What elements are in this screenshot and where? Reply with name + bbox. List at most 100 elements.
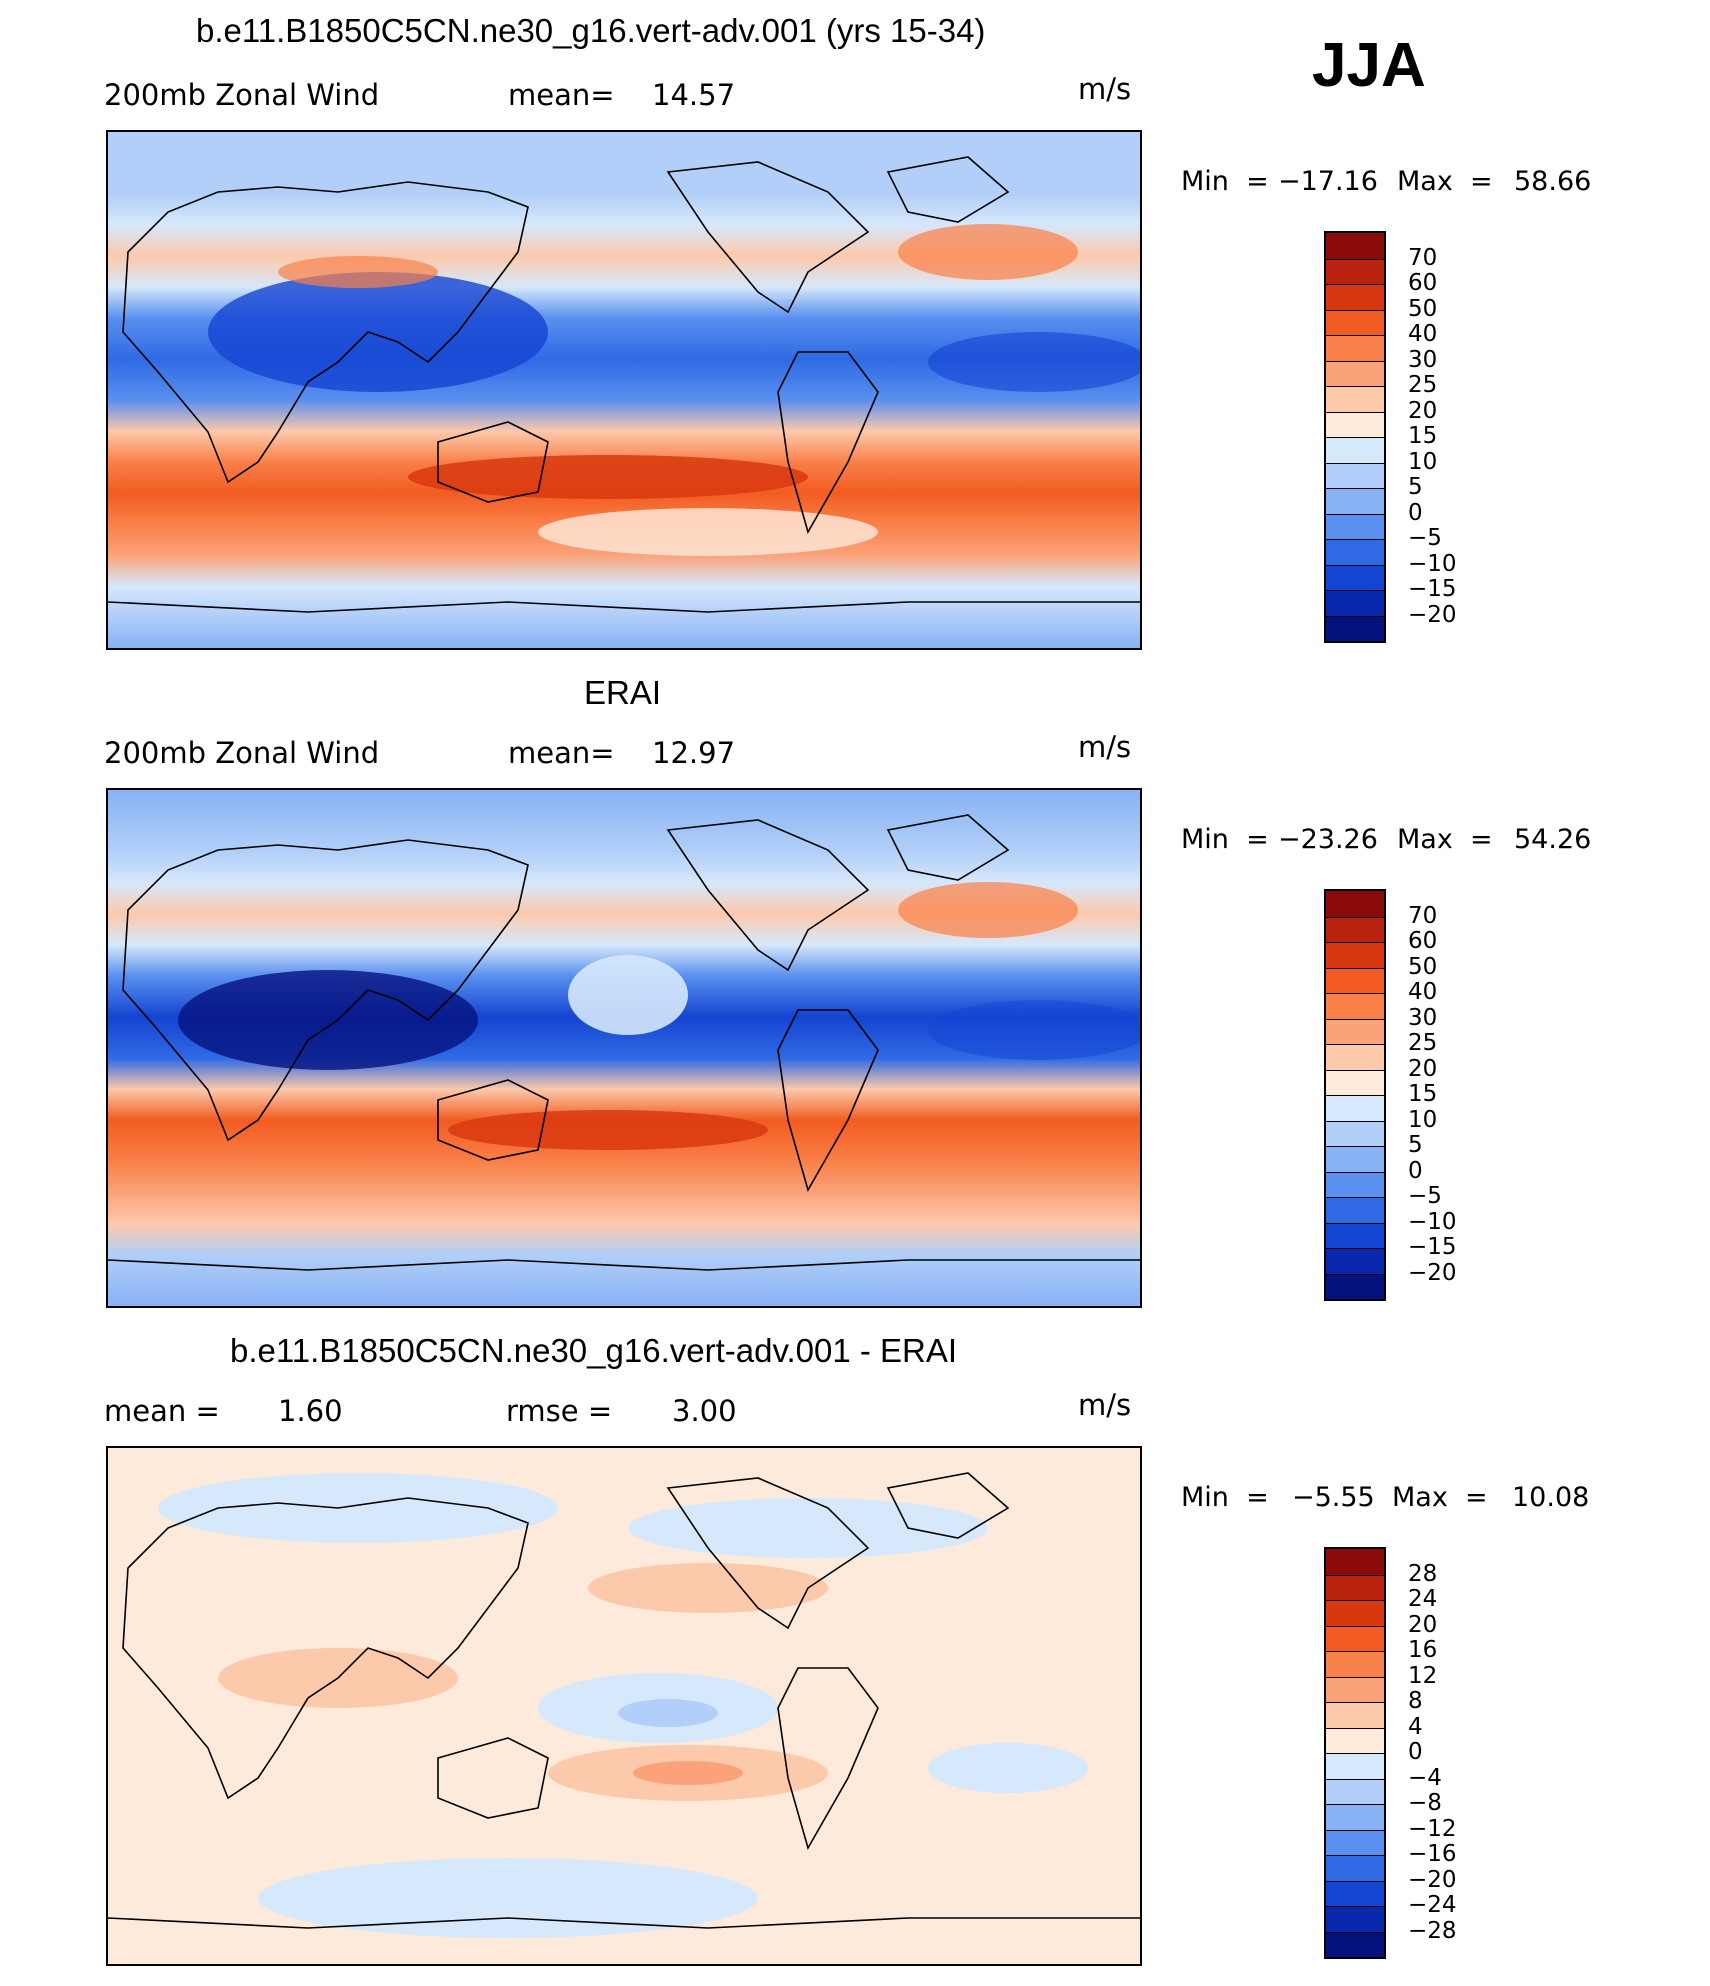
colorbar-tick-label: 30 [1408, 1004, 1438, 1031]
colorbar-segment [1326, 1880, 1384, 1906]
colorbar-tick-label: 5 [1408, 474, 1423, 500]
season-label: JJA [1312, 31, 1426, 100]
colorbar-segment [1326, 1906, 1384, 1932]
colorbar-segment [1326, 1855, 1384, 1881]
colorbar-segment [1326, 258, 1384, 284]
colorbar-segment [1326, 309, 1384, 335]
panel3-min-label: Min = [1181, 1482, 1269, 1513]
colorbar-tick-label: −4 [1408, 1764, 1442, 1791]
colorbar-tick-label: 60 [1408, 928, 1438, 954]
panel1-units: m/s [1078, 72, 1132, 106]
colorbar-tick-label: −28 [1408, 1917, 1457, 1944]
colorbar-segment [1326, 1651, 1384, 1677]
panel1-min-label: Min = [1181, 166, 1269, 197]
panel1-max-value: 58.66 [1514, 166, 1592, 197]
colorbar-tick-label: −20 [1408, 1259, 1457, 1286]
colorbar-tick-label: −10 [1408, 550, 1457, 577]
colorbar-tick-label: 25 [1408, 372, 1438, 398]
colorbar-tick-label: 30 [1408, 346, 1438, 373]
colorbar-tick-label: −20 [1408, 1866, 1457, 1893]
panel3-max-label: Max = [1392, 1482, 1488, 1513]
panel3-max-value: 10.08 [1512, 1482, 1590, 1513]
colorbar-tick-label: 28 [1408, 1560, 1438, 1587]
panel1-mean-value: 14.57 [652, 78, 736, 112]
colorbar-tick-label: 40 [1408, 979, 1438, 1005]
panel3-map [106, 1446, 1142, 1966]
colorbar-segment [1326, 1273, 1384, 1299]
colorbar-tick-label: −15 [1408, 576, 1457, 602]
panel2-title: ERAI [584, 674, 662, 711]
colorbar-tick-label: 40 [1408, 321, 1438, 347]
colorbar-tick-label: 60 [1408, 270, 1438, 296]
colorbar-tick-label: 70 [1408, 244, 1438, 271]
panel2-variable: 200mb Zonal Wind [104, 736, 380, 770]
panel2-min-value: −23.26 [1278, 824, 1378, 855]
colorbar-segment [1326, 942, 1384, 968]
colorbar-tick-label: 8 [1408, 1688, 1423, 1714]
colorbar-tick-label: −12 [1408, 1815, 1457, 1842]
colorbar-segment [1326, 1574, 1384, 1600]
panel1-colorbar [1324, 231, 1386, 643]
panel2-max-value: 54.26 [1514, 824, 1592, 855]
colorbar-segment [1326, 539, 1384, 565]
colorbar-segment [1326, 891, 1384, 917]
panel3-rmse-value: 3.00 [672, 1394, 737, 1428]
colorbar-segment [1326, 284, 1384, 310]
colorbar-tick-label: 24 [1408, 1586, 1438, 1612]
colorbar-segment [1326, 1120, 1384, 1146]
panel3-rmse-label: rmse = [506, 1394, 613, 1428]
panel2-mean-label: mean= [508, 736, 615, 770]
panel1-title: b.e11.B1850C5CN.ne30_g16.vert-adv.001 (y… [196, 12, 986, 49]
colorbar-tick-label: 0 [1408, 1157, 1423, 1184]
colorbar-tick-label: 10 [1408, 1106, 1438, 1133]
colorbar-tick-label: 50 [1408, 295, 1438, 322]
colorbar-tick-label: −15 [1408, 1234, 1457, 1260]
colorbar-segment [1326, 1044, 1384, 1070]
colorbar-segment [1326, 993, 1384, 1019]
colorbar-segment [1326, 1727, 1384, 1753]
panel3-min-value: −5.55 [1292, 1482, 1375, 1513]
colorbar-segment [1326, 916, 1384, 942]
colorbar-tick-label: −20 [1408, 601, 1457, 628]
colorbar-segment [1326, 233, 1384, 259]
panel1-map [106, 130, 1142, 650]
colorbar-segment [1326, 1753, 1384, 1779]
panel3-colorbar [1324, 1547, 1386, 1959]
colorbar-tick-label: −10 [1408, 1208, 1457, 1235]
colorbar-segment [1326, 1549, 1384, 1575]
colorbar-segment [1326, 564, 1384, 590]
colorbar-tick-label: 0 [1408, 499, 1423, 526]
colorbar-tick-label: −8 [1408, 1790, 1442, 1816]
colorbar-segment [1326, 590, 1384, 616]
colorbar-segment [1326, 1222, 1384, 1248]
colorbar-tick-label: 15 [1408, 1081, 1438, 1107]
colorbar-tick-label: 12 [1408, 1662, 1438, 1689]
panel2-colorbar [1324, 889, 1386, 1301]
colorbar-tick-label: 0 [1408, 1739, 1423, 1765]
colorbar-tick-label: 5 [1408, 1132, 1423, 1158]
colorbar-segment [1326, 1095, 1384, 1121]
colorbar-segment [1326, 386, 1384, 412]
colorbar-segment [1326, 462, 1384, 488]
panel3-title: b.e11.B1850C5CN.ne30_g16.vert-adv.001 - … [230, 1332, 958, 1369]
panel2-mean-value: 12.97 [652, 736, 736, 770]
panel2-max-label: Max = [1397, 824, 1493, 855]
colorbar-tick-label: 15 [1408, 423, 1438, 449]
colorbar-tick-label: 16 [1408, 1637, 1438, 1663]
colorbar-segment [1326, 1702, 1384, 1728]
colorbar-tick-label: −24 [1408, 1892, 1457, 1918]
panel2-map [106, 788, 1142, 1308]
panel1-mean-label: mean= [508, 78, 615, 112]
panel3-mean-value: 1.60 [278, 1394, 343, 1428]
colorbar-segment [1326, 1778, 1384, 1804]
colorbar-segment [1326, 411, 1384, 437]
colorbar-segment [1326, 437, 1384, 463]
colorbar-tick-label: −16 [1408, 1841, 1457, 1867]
panel1-max-label: Max = [1397, 166, 1493, 197]
colorbar-tick-label: −5 [1408, 1183, 1442, 1209]
panel1-variable: 200mb Zonal Wind [104, 78, 380, 112]
colorbar-tick-label: 25 [1408, 1030, 1438, 1056]
panel3-units: m/s [1078, 1388, 1132, 1422]
colorbar-segment [1326, 360, 1384, 386]
colorbar-tick-label: 20 [1408, 1611, 1438, 1638]
